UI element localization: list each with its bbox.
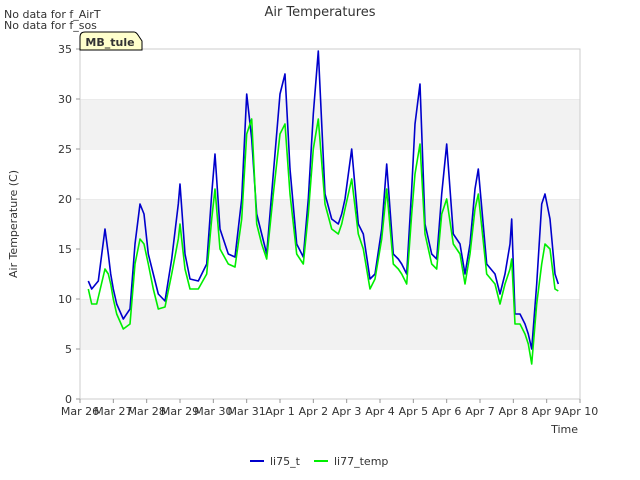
x-tick-label: Apr 10: [562, 405, 599, 418]
y-axis-label: Air Temperature (C): [7, 170, 20, 278]
x-tick-label: Mar 31: [228, 405, 266, 418]
x-tick-label: Mar 30: [194, 405, 232, 418]
x-tick-label: Apr 6: [432, 405, 462, 418]
grid-band: [80, 49, 580, 99]
series-line-li75-t: [87, 50, 560, 350]
legend-label-li77-temp: li77_temp: [334, 455, 388, 468]
y-tick-label: 5: [65, 343, 72, 356]
y-tick-label: 10: [58, 293, 72, 306]
x-tick-label: Apr 4: [365, 405, 395, 418]
x-tick-label: Apr 3: [332, 405, 362, 418]
series-lines: [87, 50, 560, 365]
y-tick-label: 35: [58, 43, 72, 56]
x-tick-label: Apr 5: [399, 405, 429, 418]
grid-band: [80, 149, 580, 199]
x-tick-label: Mar 28: [128, 405, 166, 418]
x-axis-label: Time: [550, 423, 578, 436]
y-tick-label: 20: [58, 193, 72, 206]
x-tick-label: Apr 1: [265, 405, 295, 418]
badge-label: MB_tule: [85, 36, 134, 49]
x-tick-label: Apr 2: [299, 405, 329, 418]
y-tick-label: 15: [58, 243, 72, 256]
grid-band: [80, 349, 580, 399]
x-tick-label: Apr 7: [465, 405, 495, 418]
badge-shape: [79, 31, 143, 51]
y-axis-ticks: 0 5 10 15 20 25 30 35: [58, 43, 80, 406]
x-tick-label: Apr 8: [499, 405, 529, 418]
y-tick-label: 25: [58, 143, 72, 156]
grid-band: [80, 99, 580, 149]
y-tick-label: 30: [58, 93, 72, 106]
x-tick-label: Apr 9: [532, 405, 562, 418]
x-tick-label: Mar 29: [161, 405, 199, 418]
legend-label-li75-t: li75_t: [270, 455, 301, 468]
site-badge: MB_tule: [79, 31, 143, 51]
chart-title: Air Temperatures: [264, 5, 375, 20]
grid-band: [80, 299, 580, 349]
no-data-note-airt: No data for f_AirT: [4, 8, 101, 21]
x-tick-label: Mar 27: [94, 405, 132, 418]
y-tick-label: 0: [65, 393, 72, 406]
x-tick-label: Mar 26: [61, 405, 99, 418]
plot-frame: [79, 48, 581, 400]
legend: li75_t li77_temp: [250, 455, 388, 468]
no-data-note-sos: No data for f_sos: [4, 19, 97, 32]
series-line-li77-temp: [87, 118, 559, 365]
